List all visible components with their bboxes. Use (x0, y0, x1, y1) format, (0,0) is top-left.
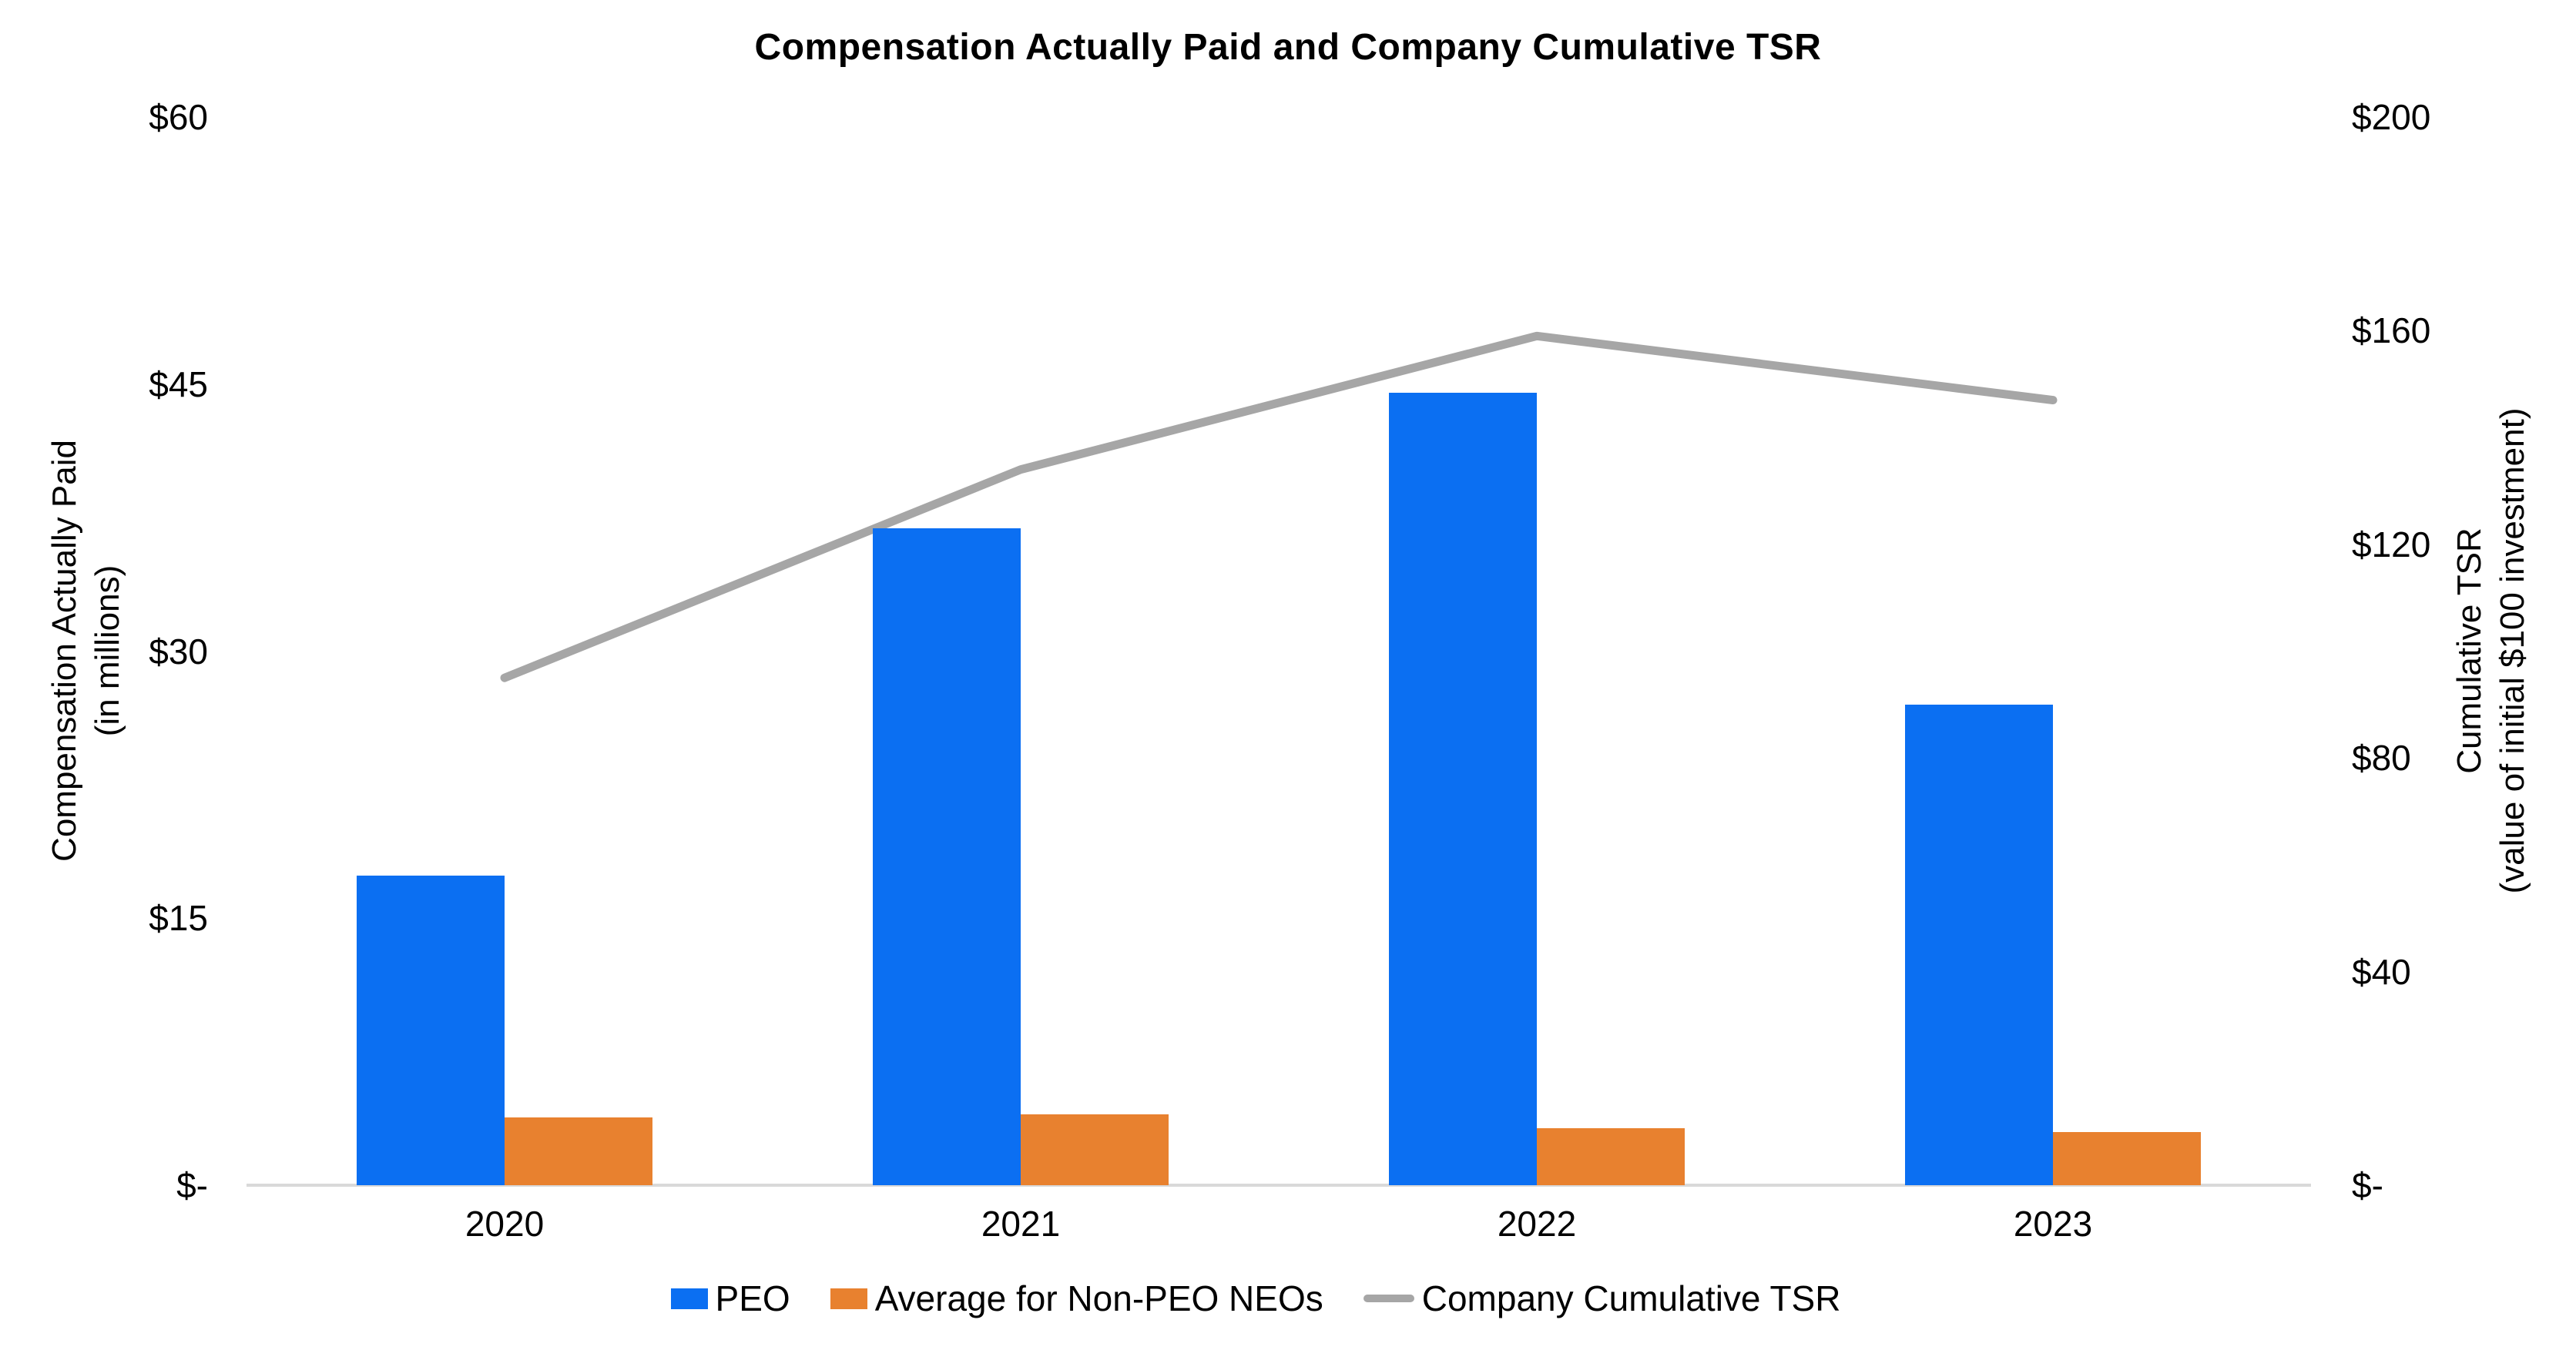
legend-label-company-cumulative-tsr: Company Cumulative TSR (1421, 1278, 1841, 1318)
x-axis-label-2022: 2022 (1497, 1204, 1577, 1244)
chart-title: Compensation Actually Paid and Company C… (754, 27, 1822, 68)
bar-non-peo-neos-2020 (505, 1117, 652, 1185)
left-axis-tick-45: $45 (149, 363, 208, 404)
bar-non-peo-neos-2021 (1021, 1114, 1169, 1185)
right-axis-tick-120: $120 (2352, 524, 2431, 564)
right-axis-tick-80: $80 (2352, 738, 2411, 779)
right-axis-tick-160: $160 (2352, 310, 2431, 351)
non-peo-neos-swatch-icon (830, 1288, 867, 1309)
bar-non-peo-neos-2022 (1537, 1128, 1685, 1185)
company-cumulative-tsr-line (500, 331, 2058, 682)
peo-swatch-icon (670, 1288, 708, 1309)
left-axis-tick-60: $60 (149, 97, 208, 137)
left-axis-tick-zero: $- (176, 1165, 208, 1205)
legend-item-company-cumulative-tsr: Company Cumulative TSR (1363, 1278, 1841, 1319)
right-axis-tick-zero: $- (2352, 1165, 2383, 1205)
company-cumulative-tsr-swatch-icon (1363, 1295, 1414, 1302)
right-axis-tick-200: $200 (2352, 97, 2431, 137)
x-axis-label-2023: 2023 (2013, 1204, 2093, 1244)
x-axis-label-2021: 2021 (981, 1204, 1061, 1244)
bar-peo-2023 (1905, 704, 2053, 1185)
x-axis-line (247, 1184, 2311, 1187)
legend-label-non-peo-neos: Average for Non-PEO NEOs (874, 1278, 1323, 1318)
left-axis-tick-30: $30 (149, 631, 208, 672)
legend-label-peo: PEO (715, 1278, 790, 1318)
legend-item-peo: PEO (670, 1278, 790, 1319)
bar-peo-2021 (873, 528, 1021, 1185)
x-axis-label-2020: 2020 (465, 1204, 545, 1244)
legend: PEO Average for Non-PEO NEOs Company Cum… (0, 1268, 2511, 1329)
right-axis-tick-40: $40 (2352, 951, 2411, 992)
bar-peo-2020 (357, 875, 505, 1185)
left-axis-tick-15: $15 (149, 898, 208, 939)
legend-item-non-peo-neos: Average for Non-PEO NEOs (830, 1278, 1323, 1319)
bar-non-peo-neos-2023 (2053, 1131, 2201, 1185)
bar-peo-2022 (1389, 393, 1537, 1185)
